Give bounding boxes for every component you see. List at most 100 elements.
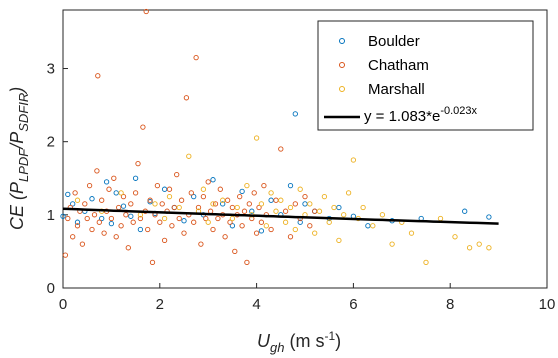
data-point-marshall — [176, 204, 182, 211]
data-point-chatham — [143, 8, 149, 15]
data-point-chatham — [205, 179, 211, 185]
data-point-marshall — [234, 204, 240, 211]
data-point-boulder — [128, 213, 134, 219]
data-point-chatham — [200, 193, 207, 200]
data-point-chatham — [261, 182, 267, 189]
y-tick-label: 1 — [47, 207, 55, 224]
data-point-boulder — [258, 228, 265, 234]
data-point-marshall — [282, 219, 289, 225]
data-point-marshall — [476, 241, 482, 247]
data-point-boulder — [249, 208, 255, 214]
data-point-chatham — [82, 201, 88, 207]
x-tick-label: 4 — [252, 296, 260, 313]
data-point-chatham — [140, 124, 146, 130]
data-point-chatham — [268, 226, 274, 233]
x-tick-label: 8 — [446, 296, 454, 313]
y-axis-label: CE (PLPDF/PSDFIR) — [7, 87, 31, 230]
legend-box — [317, 20, 534, 131]
data-point-chatham — [95, 73, 101, 79]
x-tick-label: 10 — [539, 296, 556, 313]
data-point-chatham — [203, 215, 209, 222]
data-point-marshall — [229, 215, 236, 222]
data-point-boulder — [99, 215, 105, 222]
data-point-chatham — [210, 226, 216, 233]
data-point-marshall — [118, 190, 124, 196]
data-point-boulder — [239, 188, 245, 195]
data-point-marshall — [370, 223, 376, 229]
data-point-chatham — [282, 208, 289, 214]
data-point-marshall — [74, 197, 81, 203]
data-point-marshall — [253, 135, 260, 141]
data-point-marshall — [336, 237, 342, 244]
data-point-boulder — [70, 201, 76, 207]
data-point-marshall — [287, 204, 294, 211]
legend: Boulder Chatham Marshall y = 1.083*e-0.0… — [317, 20, 534, 131]
data-point-marshall — [326, 219, 332, 225]
data-point-marshall — [321, 193, 328, 200]
data-point-chatham — [65, 215, 71, 222]
data-point-boulder — [161, 186, 168, 192]
data-point-boulder — [132, 175, 139, 181]
data-point-chatham — [215, 215, 221, 222]
y-tick-label: 0 — [47, 280, 55, 297]
data-point-chatham — [232, 248, 238, 255]
data-point-chatham — [101, 230, 107, 236]
legend-marker-boulder — [339, 38, 345, 44]
data-point-chatham — [181, 230, 187, 236]
data-point-chatham — [70, 234, 76, 240]
data-point-chatham — [113, 234, 119, 240]
data-point-chatham — [246, 201, 252, 207]
fit-line — [62, 207, 499, 225]
data-point-chatham — [217, 186, 223, 192]
data-point-boulder — [181, 218, 187, 224]
data-point-chatham — [178, 197, 185, 203]
x-axis-ticks: 0 2 4 6 8 10 — [59, 283, 556, 313]
data-point-chatham — [251, 190, 257, 196]
data-point-chatham — [130, 219, 136, 225]
data-point-chatham — [256, 204, 262, 211]
data-point-marshall — [268, 190, 274, 196]
data-point-chatham — [241, 208, 248, 214]
data-point-boulder — [103, 179, 110, 185]
data-point-chatham — [96, 219, 102, 225]
data-point-marshall — [350, 157, 357, 163]
data-point-chatham — [166, 186, 173, 192]
data-point-marshall — [466, 245, 473, 251]
data-point-chatham — [171, 204, 177, 211]
data-point-boulder — [65, 191, 71, 198]
data-point-marshall — [307, 201, 313, 207]
data-point-boulder — [113, 190, 119, 196]
x-tick-label: 2 — [156, 296, 164, 313]
data-point-chatham — [84, 215, 90, 222]
legend-item-marshall: Marshall — [339, 81, 425, 98]
data-point-chatham — [149, 259, 156, 266]
data-point-marshall — [345, 190, 352, 196]
data-point-chatham — [123, 212, 129, 218]
y-axis-ticks: 0 1 2 3 — [47, 61, 68, 297]
data-point-boulder — [74, 219, 81, 225]
data-point-marshall — [331, 204, 337, 211]
data-point-chatham — [227, 219, 233, 225]
data-point-chatham — [237, 193, 243, 200]
data-point-chatham — [253, 230, 260, 236]
data-point-marshall — [220, 197, 226, 203]
data-point-marshall — [316, 208, 323, 214]
data-point-chatham — [132, 190, 139, 196]
data-point-chatham — [307, 223, 313, 229]
data-point-boulder — [191, 193, 197, 200]
data-point-boulder — [462, 208, 468, 214]
legend-label-marshall: Marshall — [368, 81, 425, 98]
data-point-marshall — [408, 230, 415, 236]
data-points — [60, 8, 492, 266]
data-point-chatham — [169, 223, 175, 229]
data-point-chatham — [106, 186, 112, 192]
data-point-boulder — [268, 197, 274, 203]
data-point-marshall — [360, 204, 366, 211]
data-point-chatham — [120, 193, 127, 200]
data-point-chatham — [157, 219, 163, 225]
data-point-boulder — [137, 226, 144, 233]
data-point-chatham — [89, 226, 95, 233]
data-point-chatham — [183, 95, 190, 101]
data-point-boulder — [89, 196, 95, 202]
data-point-boulder — [210, 177, 216, 183]
